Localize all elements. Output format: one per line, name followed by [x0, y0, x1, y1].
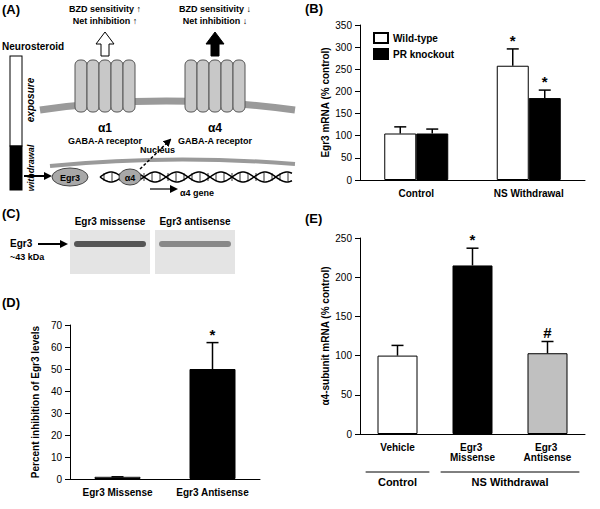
svg-text:GABA-A receptor: GABA-A receptor — [178, 136, 253, 146]
svg-text:10: 10 — [51, 452, 63, 463]
svg-text:40: 40 — [51, 386, 63, 397]
svg-text:Egr3 Missense: Egr3 Missense — [82, 487, 152, 498]
svg-text:*: * — [510, 32, 516, 49]
svg-text:(B): (B) — [305, 1, 323, 16]
svg-text:100: 100 — [335, 350, 352, 361]
svg-text:exposure: exposure — [25, 77, 36, 122]
svg-text:70: 70 — [51, 320, 63, 331]
svg-text:Net inhibition ↑: Net inhibition ↑ — [73, 16, 138, 26]
svg-text:200: 200 — [335, 86, 352, 97]
svg-text:20: 20 — [51, 430, 63, 441]
svg-text:(D): (D) — [2, 295, 20, 310]
svg-text:α4: α4 — [125, 173, 136, 183]
svg-text:Vehicle: Vehicle — [380, 442, 415, 453]
svg-text:(A): (A) — [2, 2, 20, 17]
svg-text:150: 150 — [335, 108, 352, 119]
svg-text:50: 50 — [341, 152, 353, 163]
svg-text:Net inhibition ↓: Net inhibition ↓ — [183, 16, 248, 26]
svg-text:Antisense: Antisense — [524, 452, 572, 463]
svg-text:Missense: Missense — [450, 452, 495, 463]
svg-text:α4 gene: α4 gene — [180, 188, 214, 198]
svg-text:0: 0 — [56, 474, 62, 485]
svg-text:50: 50 — [341, 389, 353, 400]
svg-text:250: 250 — [335, 233, 352, 244]
svg-text:Egr3 antisense: Egr3 antisense — [159, 216, 231, 227]
svg-text:Egr3 Antisense: Egr3 Antisense — [176, 487, 249, 498]
svg-text:*: * — [542, 73, 548, 90]
svg-text:α4-subunit mRNA (% control): α4-subunit mRNA (% control) — [320, 266, 331, 405]
svg-text:#: # — [543, 324, 552, 341]
svg-text:0: 0 — [346, 429, 352, 440]
svg-text:Egr3: Egr3 — [535, 441, 560, 453]
svg-text:*: * — [470, 231, 476, 248]
svg-text:30: 30 — [51, 408, 63, 419]
svg-text:100: 100 — [335, 130, 352, 141]
svg-text:Egr3 mRNA (% control): Egr3 mRNA (% control) — [320, 47, 331, 157]
svg-text:withdrawal: withdrawal — [26, 144, 36, 191]
svg-text:300: 300 — [335, 42, 352, 53]
svg-text:Control: Control — [398, 188, 434, 199]
svg-text:*: * — [210, 326, 216, 343]
svg-text:Neurosteroid: Neurosteroid — [2, 41, 64, 52]
svg-text:Egr3: Egr3 — [60, 173, 80, 183]
svg-text:NS Withdrawal: NS Withdrawal — [472, 476, 549, 488]
svg-text:PR knockout: PR knockout — [393, 49, 455, 60]
svg-text:Egr3: Egr3 — [10, 238, 33, 249]
svg-text:250: 250 — [335, 64, 352, 75]
svg-text:~43 kDa: ~43 kDa — [10, 252, 45, 262]
svg-text:200: 200 — [335, 272, 352, 283]
svg-text:GABA-A receptor: GABA-A receptor — [68, 136, 143, 146]
svg-text:BZD sensitivity ↑: BZD sensitivity ↑ — [69, 4, 141, 14]
svg-text:50: 50 — [51, 364, 63, 375]
svg-text:Percent inhibition of Egr3 lev: Percent inhibition of Egr3 levels — [30, 325, 41, 478]
svg-text:α1: α1 — [98, 121, 112, 135]
svg-text:0: 0 — [346, 175, 352, 186]
svg-text:150: 150 — [335, 311, 352, 322]
svg-text:(C): (C) — [2, 206, 20, 221]
svg-text:Wild-type: Wild-type — [393, 33, 438, 44]
svg-text:Nucleus: Nucleus — [140, 145, 175, 155]
svg-text:350: 350 — [335, 20, 352, 31]
svg-text:Egr3: Egr3 — [460, 441, 485, 453]
svg-text:α4: α4 — [208, 121, 222, 135]
svg-text:Egr3 missense: Egr3 missense — [75, 216, 146, 227]
svg-text:(E): (E) — [305, 211, 322, 226]
svg-text:BZD sensitivity ↓: BZD sensitivity ↓ — [179, 4, 251, 14]
svg-text:Control: Control — [378, 476, 417, 488]
svg-text:60: 60 — [51, 342, 63, 353]
svg-text:NS Withdrawal: NS Withdrawal — [494, 188, 564, 199]
